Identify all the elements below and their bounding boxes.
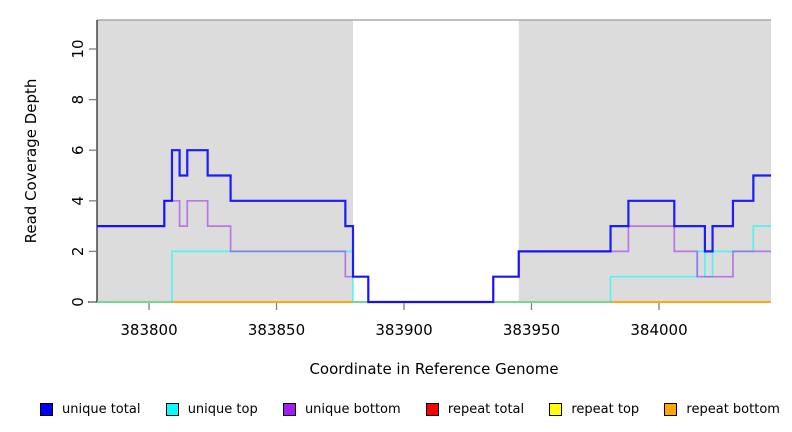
y-tick-label: 2 [69, 247, 87, 257]
legend-item-unique-bottom: unique bottom [282, 401, 401, 417]
x-tick-label: 384000 [630, 321, 687, 339]
y-tick-label: 10 [69, 39, 87, 58]
legend-swatch [40, 402, 53, 416]
shaded-regions [97, 20, 771, 302]
series-line-unique-total [97, 149, 771, 304]
legend-swatch [282, 402, 296, 416]
x-tick-label: 383950 [503, 321, 560, 339]
legend-label: repeat bottom [686, 401, 780, 417]
legend-item-repeat-bottom: repeat bottom [664, 401, 780, 417]
legend: unique total unique top unique bottom repea… [40, 398, 780, 420]
legend-label: repeat total [447, 401, 525, 417]
x-tick-label: 383800 [120, 321, 177, 339]
x-axis-title: Coordinate in Reference Genome [309, 360, 558, 378]
legend-label: unique total [62, 401, 141, 417]
legend-label: unique top [187, 401, 258, 417]
y-axis-title: Read Coverage Depth [22, 79, 40, 244]
legend-label: repeat top [571, 401, 640, 417]
legend-item-unique-total: unique total [40, 401, 141, 417]
x-tick-label: 383900 [375, 321, 432, 339]
shaded-region [97, 20, 353, 302]
legend-swatch [425, 402, 439, 416]
legend-swatch [664, 402, 678, 416]
axes: 383800 383850 383900 383950 384000 0 2 4 6 8 10 [69, 19, 771, 339]
shaded-region [518, 20, 771, 302]
legend-item-repeat-total: repeat total [425, 401, 525, 417]
y-tick-label: 4 [69, 196, 87, 206]
legend-item-repeat-top: repeat top [549, 401, 640, 417]
y-tick-label: 6 [69, 145, 87, 155]
y-tick-label: 8 [69, 95, 87, 105]
y-tick-label: 0 [69, 297, 87, 307]
legend-swatch [165, 402, 179, 416]
x-tick-label: 383850 [248, 321, 305, 339]
legend-swatch [549, 402, 563, 416]
legend-label: unique bottom [304, 401, 401, 417]
series-lines [97, 149, 771, 304]
legend-item-unique-top: unique top [165, 401, 258, 417]
